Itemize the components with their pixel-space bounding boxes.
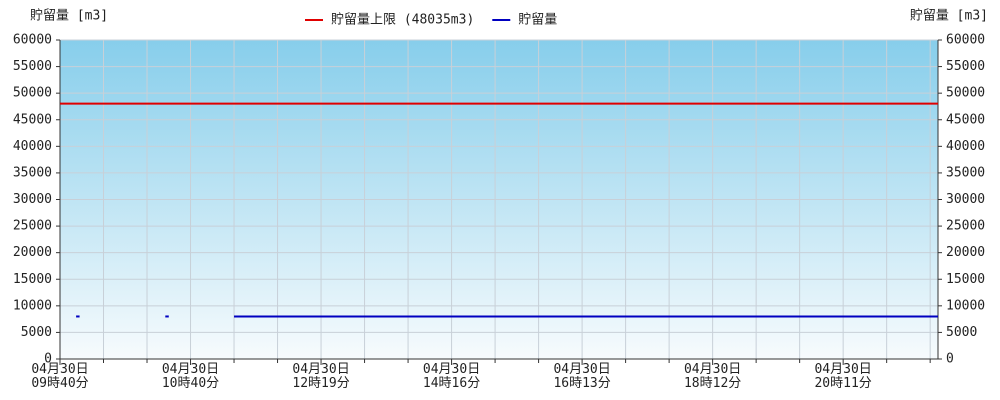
y-tick-label: 45000: [13, 112, 52, 127]
y2-tick-label: 50000: [946, 86, 985, 101]
y2-tick-label: 10000: [946, 298, 985, 313]
y2-tick-label: 60000: [946, 33, 985, 48]
x-tick-label: 04月30日 10時40分: [161, 362, 220, 391]
y-tick-label: 25000: [13, 219, 52, 234]
x-tick-label: 04月30日 14時16分: [422, 362, 481, 391]
y-tick-label: 5000: [21, 325, 52, 340]
y2-tick-label: 20000: [946, 245, 985, 260]
y2-tick-label: 0: [946, 352, 954, 367]
legend-label: 貯留量上限 (48035m3): [331, 13, 474, 28]
x-tick-label: 04月30日 20時11分: [814, 362, 872, 391]
y-tick-label: 55000: [13, 59, 52, 74]
y2-tick-label: 15000: [946, 272, 985, 287]
y2-tick-label: 45000: [946, 112, 985, 127]
y-tick-label: 20000: [13, 245, 52, 260]
y2-axis-label: 貯留量 [m3]: [910, 9, 988, 24]
y2-tick-label: 55000: [946, 59, 985, 74]
y-tick-label: 35000: [13, 165, 52, 180]
y2-tick-label: 35000: [946, 165, 985, 180]
y-tick-label: 10000: [13, 298, 52, 313]
y2-tick-label: 25000: [946, 219, 985, 234]
x-tick-label: 04月30日 09時40分: [31, 362, 89, 391]
y-tick-label: 50000: [13, 86, 52, 101]
y-axis-label: 貯留量 [m3]: [30, 9, 108, 24]
y2-tick-label: 30000: [946, 192, 985, 207]
y2-tick-label: 5000: [946, 325, 977, 340]
y-tick-label: 60000: [13, 33, 52, 48]
x-tick-label: 04月30日 12時19分: [292, 362, 350, 391]
y-tick-label: 40000: [13, 139, 52, 154]
legend-label: 貯留量: [518, 13, 557, 28]
x-tick-label: 04月30日 18時12分: [683, 362, 742, 391]
y-tick-label: 30000: [13, 192, 52, 207]
y-tick-label: 15000: [13, 272, 52, 287]
y-tick-label: 0: [44, 352, 52, 367]
y2-tick-label: 40000: [946, 139, 985, 154]
x-tick-label: 04月30日 16時13分: [553, 362, 611, 391]
